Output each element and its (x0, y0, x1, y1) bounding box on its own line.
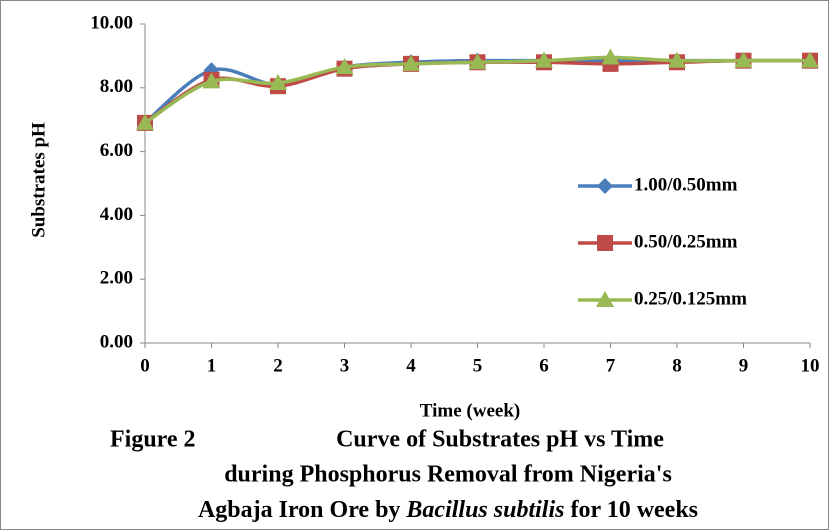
y-tick-label: 6.00 (100, 140, 133, 161)
caption-line: during Phosphorus Removal from Nigeria's (224, 462, 672, 488)
x-tick-label: 8 (672, 355, 682, 376)
marker (535, 51, 553, 68)
caption-line: Agbaja Iron Ore by Bacillus subtilis for… (198, 497, 698, 523)
x-tick-label: 5 (473, 355, 483, 376)
marker (801, 51, 819, 68)
caption-part: Bacillus subtilis (405, 497, 564, 523)
x-tick-label: 3 (340, 355, 350, 376)
x-tick-label: 10 (801, 355, 820, 376)
marker (202, 72, 221, 89)
caption-part: for 10 weeks (564, 497, 698, 523)
legend-label: 1.00/0.50mm (634, 174, 738, 195)
marker (136, 113, 154, 130)
y-tick-label: 2.00 (100, 268, 133, 289)
x-tick-label: 7 (606, 355, 616, 376)
legend-label: 0.50/0.25mm (634, 231, 738, 252)
x-axis-title: Time (week) (420, 400, 520, 421)
y-tick-label: 0.00 (100, 331, 133, 352)
legend-marker (597, 178, 613, 194)
x-tick-label: 9 (739, 355, 749, 376)
y-tick-label: 4.00 (100, 204, 133, 225)
marker (402, 54, 420, 71)
y-tick-label: 8.00 (100, 76, 133, 97)
x-tick-label: 6 (539, 355, 549, 376)
legend-label: 0.25/0.125mm (634, 288, 747, 309)
marker (335, 58, 354, 75)
marker (468, 53, 487, 70)
x-tick-label: 0 (140, 355, 150, 376)
marker (601, 48, 620, 65)
marker (734, 51, 753, 68)
caption-figure: Figure 2 (110, 427, 196, 453)
x-tick-label: 2 (273, 355, 283, 376)
x-tick-label: 1 (207, 355, 217, 376)
y-axis-title: Substrates pH (28, 122, 49, 238)
y-tick-label: 10.00 (90, 12, 133, 33)
caption-part: Agbaja Iron Ore by (198, 497, 406, 523)
caption-line: Curve of Substrates pH vs Time (336, 427, 664, 453)
legend-marker (597, 235, 613, 251)
marker (668, 51, 686, 68)
x-tick-label: 4 (406, 355, 416, 376)
marker (269, 74, 287, 91)
legend-marker (596, 291, 614, 307)
